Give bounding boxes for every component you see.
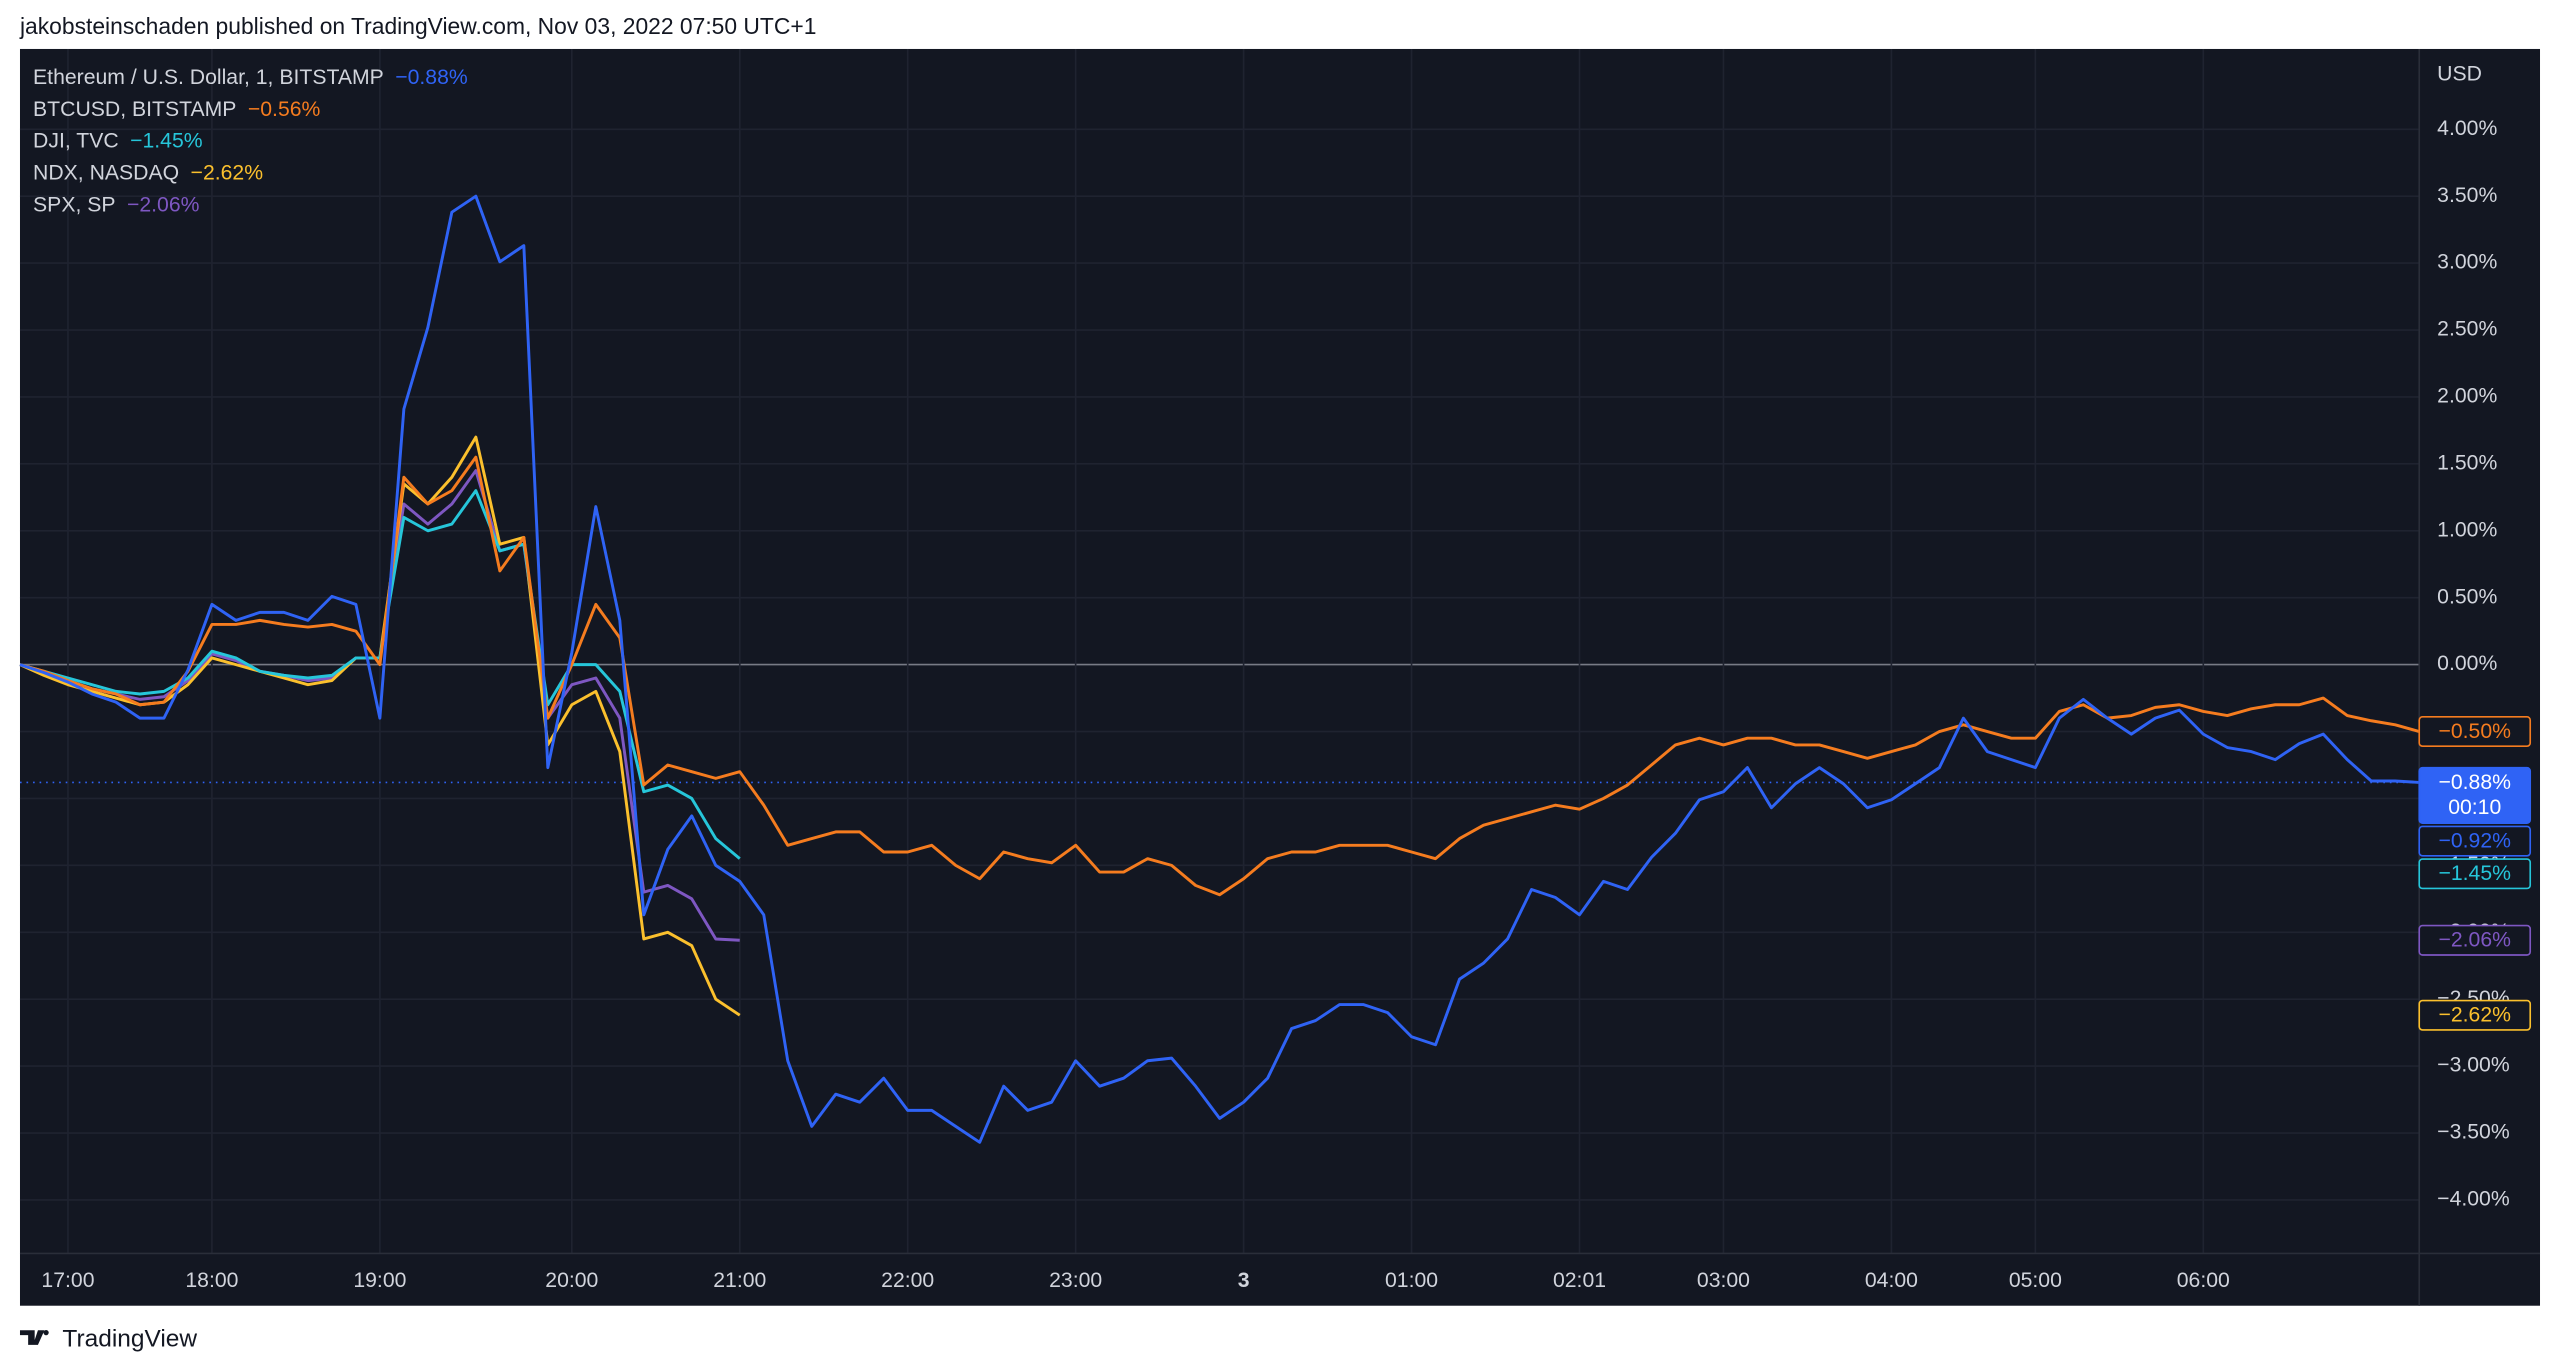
brand: TradingView bbox=[62, 1325, 197, 1352]
series-line bbox=[19, 194, 2420, 1144]
legend-change: −2.06% bbox=[127, 193, 200, 216]
price-tag bbox=[2418, 766, 2532, 825]
y-tick-label: −3.50% bbox=[2437, 1121, 2510, 1144]
x-tick-label: 23:00 bbox=[1049, 1269, 1102, 1292]
price-tag-label: −2.06% bbox=[2438, 929, 2511, 952]
price-tag bbox=[2418, 825, 2532, 857]
price-tags: −0.50% −0.88%00:10 −0.92% −1.45% −2.06% −2.62… bbox=[2418, 716, 2532, 1031]
x-tick-label: 06:00 bbox=[2177, 1269, 2230, 1292]
legend-change: −1.45% bbox=[130, 130, 203, 153]
footer: TradingView bbox=[19, 1325, 197, 1352]
y-tick-label: 4.00% bbox=[2437, 117, 2497, 140]
y-tick-label: 2.50% bbox=[2437, 318, 2497, 341]
logo-dot bbox=[43, 1330, 49, 1336]
x-tick-label: 3 bbox=[1238, 1269, 1250, 1292]
y-tick-label: 1.50% bbox=[2437, 451, 2497, 474]
x-tick-label: 18:00 bbox=[185, 1269, 238, 1292]
legend-name: DJI, TVC bbox=[33, 130, 119, 153]
legend-change: −0.56% bbox=[248, 98, 321, 121]
y-tick-label: 0.00% bbox=[2437, 652, 2497, 675]
legend-name: BTCUSD, BITSTAMP bbox=[33, 98, 236, 121]
price-tag-label: −0.50% bbox=[2438, 720, 2511, 743]
x-tick-label: 05:00 bbox=[2009, 1269, 2062, 1292]
price-tag-label: −1.45% bbox=[2438, 862, 2511, 885]
legend-name: NDX, NASDAQ bbox=[33, 161, 179, 184]
legend-change: −2.62% bbox=[191, 161, 264, 184]
series-line bbox=[19, 455, 2420, 897]
grid bbox=[19, 48, 2420, 1254]
y-tick-label: −3.00% bbox=[2437, 1054, 2510, 1077]
x-tick-label: 17:00 bbox=[41, 1269, 94, 1292]
y-tick-label: 0.50% bbox=[2437, 585, 2497, 608]
legend: Ethereum / U.S. Dollar, 1, BITSTAMP −0.88… bbox=[33, 66, 468, 216]
legend-name: SPX, SP bbox=[33, 193, 116, 216]
legend-name: Ethereum / U.S. Dollar, 1, BITSTAMP bbox=[33, 66, 384, 89]
x-tick-label: 02:01 bbox=[1553, 1269, 1606, 1292]
x-tick-label: 04:00 bbox=[1865, 1269, 1918, 1292]
x-tick-label: 20:00 bbox=[545, 1269, 598, 1292]
logo bbox=[19, 1330, 48, 1345]
x-tick-label: 03:00 bbox=[1697, 1269, 1750, 1292]
y-tick-label: 1.00% bbox=[2437, 518, 2497, 541]
y-tick-label: 2.00% bbox=[2437, 385, 2497, 408]
x-tick-label: 22:00 bbox=[881, 1269, 934, 1292]
price-tag bbox=[2418, 716, 2532, 748]
price-tag-countdown: 00:10 bbox=[2448, 796, 2501, 819]
price-tag-label: −0.92% bbox=[2438, 830, 2511, 853]
y-tick-label: 3.50% bbox=[2437, 184, 2497, 207]
y-tick-label: −4.00% bbox=[2437, 1188, 2510, 1211]
publish-header: jakobsteinschaden published on TradingVi… bbox=[19, 13, 816, 39]
x-tick-label: 01:00 bbox=[1385, 1269, 1438, 1292]
x-tick-label: 19:00 bbox=[353, 1269, 406, 1292]
price-tag-label: −2.62% bbox=[2438, 1004, 2511, 1027]
price-tag bbox=[2418, 924, 2532, 956]
price-tag bbox=[2418, 999, 2532, 1031]
price-tag-label: −0.88% bbox=[2438, 771, 2511, 794]
plot bbox=[19, 194, 2420, 1144]
y-tick-label: 3.00% bbox=[2437, 251, 2497, 274]
x-tick-label: 21:00 bbox=[713, 1269, 766, 1292]
chart-panel bbox=[19, 48, 2541, 1306]
price-unit: USD bbox=[2437, 63, 2482, 86]
legend-change: −0.88% bbox=[395, 66, 468, 89]
price-tag bbox=[2418, 858, 2532, 890]
